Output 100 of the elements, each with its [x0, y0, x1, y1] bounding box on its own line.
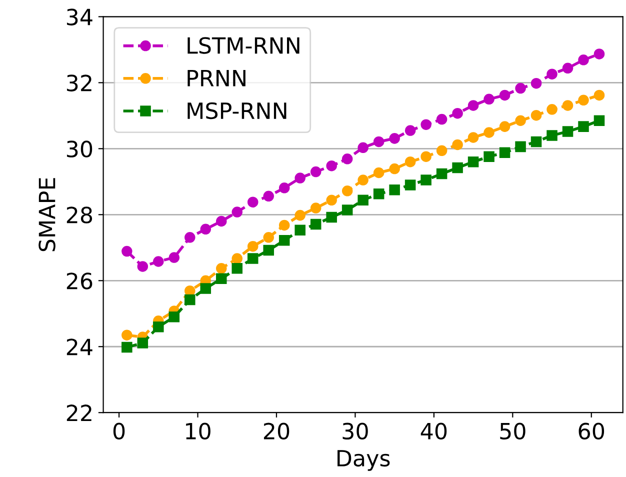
point — [389, 184, 400, 196]
point — [484, 151, 494, 162]
point — [326, 212, 337, 223]
point — [452, 139, 463, 150]
point — [546, 104, 558, 115]
point — [562, 100, 574, 111]
y-tick-label: 22 — [66, 404, 92, 422]
point — [278, 220, 290, 231]
point — [468, 100, 479, 111]
point — [294, 224, 306, 236]
point — [358, 142, 368, 154]
point — [278, 182, 290, 194]
point — [232, 206, 242, 218]
point — [247, 240, 258, 252]
point — [232, 253, 242, 264]
point — [358, 194, 368, 206]
point — [216, 263, 227, 274]
y-axis-title: SMAPE — [38, 178, 56, 252]
point — [122, 330, 132, 340]
point — [594, 48, 605, 60]
x-tick-label: 50 — [500, 422, 526, 440]
point — [373, 167, 384, 178]
point — [137, 261, 148, 272]
point — [373, 136, 384, 148]
point — [342, 186, 353, 196]
point — [294, 210, 306, 221]
point — [530, 136, 542, 148]
point — [263, 190, 274, 202]
x-tick-label: 40 — [420, 422, 447, 440]
point — [153, 256, 164, 267]
point — [530, 110, 542, 121]
point — [420, 119, 432, 130]
point — [499, 147, 510, 158]
legend-label: PRNN — [188, 70, 246, 86]
point — [404, 156, 416, 168]
point — [499, 121, 510, 132]
point — [389, 133, 400, 144]
x-tick-label: 0 — [113, 422, 125, 440]
point — [168, 252, 180, 263]
point — [404, 180, 416, 190]
point — [263, 232, 274, 243]
point — [326, 160, 337, 172]
point — [278, 235, 290, 246]
point — [294, 172, 306, 184]
point — [247, 253, 258, 264]
point — [232, 263, 242, 274]
point — [342, 204, 353, 216]
point — [168, 312, 180, 322]
point — [200, 283, 212, 294]
point — [578, 121, 589, 132]
point — [216, 273, 227, 284]
legend-label: MSP-RNN — [188, 102, 286, 120]
x-tick-label: 30 — [342, 422, 368, 440]
point — [137, 338, 148, 348]
point — [358, 174, 368, 186]
point — [530, 78, 542, 89]
point — [452, 162, 463, 174]
point — [404, 125, 416, 136]
point — [594, 90, 605, 101]
point — [373, 188, 384, 200]
point — [436, 114, 448, 125]
point — [578, 54, 589, 66]
point — [389, 163, 400, 174]
point — [200, 224, 212, 235]
point — [468, 156, 479, 168]
x-axis-title: Days — [338, 450, 390, 471]
point — [484, 127, 494, 138]
point — [216, 216, 227, 227]
y-tick-label: 32 — [66, 74, 92, 92]
point — [515, 82, 526, 94]
point — [342, 154, 353, 164]
point — [546, 68, 558, 80]
point — [310, 218, 322, 230]
point — [515, 115, 526, 126]
point — [326, 194, 337, 206]
y-tick-label: 28 — [66, 206, 92, 224]
x-tick-label: 60 — [578, 422, 604, 440]
point — [420, 174, 432, 186]
y-tick-label: 30 — [66, 140, 92, 158]
point — [436, 168, 448, 180]
point — [562, 126, 574, 137]
point — [499, 90, 510, 101]
point — [578, 94, 589, 106]
point — [515, 141, 526, 152]
point — [468, 132, 479, 143]
y-tick-label: 24 — [66, 338, 92, 356]
point — [263, 244, 274, 256]
legend-label: LSTM-RNN — [188, 37, 300, 54]
y-tick-label: 26 — [66, 272, 92, 290]
point — [122, 342, 132, 353]
point — [452, 108, 463, 119]
point — [436, 145, 448, 156]
point — [420, 151, 432, 162]
point — [184, 294, 196, 306]
point — [184, 232, 196, 243]
point — [310, 166, 322, 178]
point — [546, 130, 558, 141]
x-tick-label: 20 — [264, 422, 290, 440]
point — [153, 321, 164, 332]
point — [122, 246, 132, 257]
